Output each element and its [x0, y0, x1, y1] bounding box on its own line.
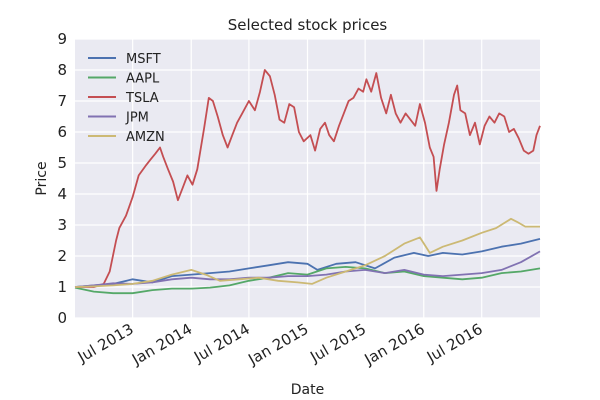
legend-label-jpm: JPM — [125, 111, 149, 126]
y-tick-label: 4 — [57, 185, 67, 203]
x-tick-label: Jul 2014 — [190, 320, 253, 367]
legend: MSFT AAPL TSLA JPM AMZN — [88, 52, 165, 145]
y-tick-label: 9 — [57, 30, 67, 48]
series-layer — [74, 69, 541, 295]
x-tick-label: Jul 2013 — [74, 320, 137, 367]
series-line-jpm — [74, 250, 541, 288]
y-tick-label: 5 — [57, 154, 67, 172]
series-line-amzn — [74, 217, 540, 288]
legend-label-msft: MSFT — [126, 52, 161, 67]
y-tick-label: 2 — [57, 247, 67, 265]
legend-label-aapl: AAPL — [126, 72, 160, 87]
x-tick-label: Jan 2015 — [244, 320, 311, 369]
y-tick-label: 6 — [57, 123, 67, 141]
y-tick-label: 3 — [57, 216, 67, 234]
y-axis-ticks: 0 1 2 3 4 5 6 7 8 9 — [57, 30, 67, 327]
x-tick-label: Jul 2015 — [306, 320, 369, 367]
y-tick-label: 0 — [57, 309, 67, 327]
legend-label-amzn: AMZN — [126, 130, 165, 145]
y-tick-label: 7 — [57, 92, 67, 110]
x-tick-label: Jan 2014 — [128, 320, 195, 369]
y-axis-label: Price — [34, 161, 50, 195]
x-tick-label: Jan 2016 — [361, 320, 428, 369]
y-tick-label: 1 — [57, 278, 67, 296]
chart-title: Selected stock prices — [228, 16, 388, 34]
y-tick-label: 8 — [57, 61, 67, 79]
series-line-aapl — [74, 266, 541, 295]
x-axis-label: Date — [291, 382, 324, 398]
x-tick-label: Jul 2016 — [423, 320, 486, 367]
legend-label-tsla: TSLA — [125, 91, 159, 106]
series-line-tsla — [75, 69, 541, 288]
grid-lines — [75, 38, 540, 319]
